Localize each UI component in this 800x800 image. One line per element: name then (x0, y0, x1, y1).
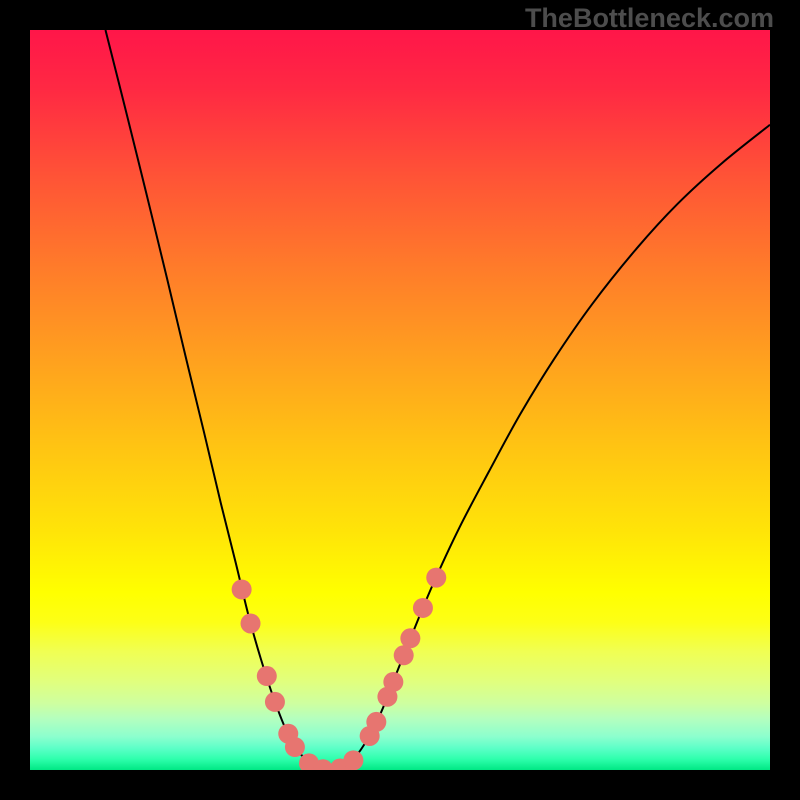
data-marker (285, 737, 305, 757)
chart-area (30, 30, 770, 770)
data-marker (394, 645, 414, 665)
data-marker (232, 579, 252, 599)
data-marker (257, 666, 277, 686)
data-marker (426, 568, 446, 588)
data-marker (413, 598, 433, 618)
data-marker (265, 692, 285, 712)
data-markers (30, 30, 770, 770)
watermark-text: TheBottleneck.com (525, 3, 774, 34)
data-marker (241, 613, 261, 633)
data-marker (383, 672, 403, 692)
data-marker (366, 712, 386, 732)
data-marker (400, 628, 420, 648)
data-marker (343, 750, 363, 770)
